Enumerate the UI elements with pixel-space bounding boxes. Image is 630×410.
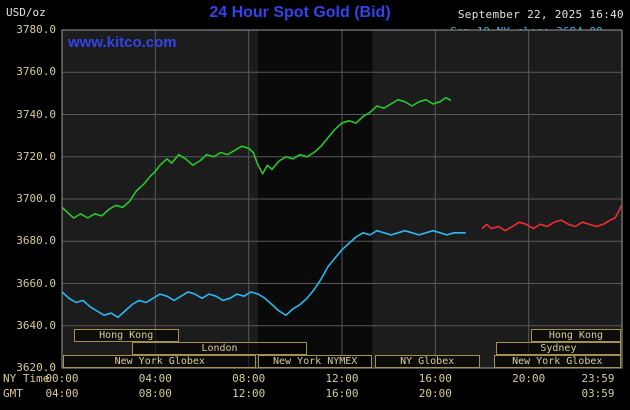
gmt-axis-label: GMT [3,387,23,400]
x-tick-label-gmt: 16:00 [325,387,359,400]
y-tick-label: 3720.0 [16,149,56,163]
y-tick-label: 3660.0 [16,276,56,290]
units-label: USD/oz [6,6,46,19]
y-tick-label: 3680.0 [16,234,56,248]
y-tick-label: 3620.0 [16,361,56,374]
session-box: London [132,342,307,355]
x-tick-label-ny: 04:00 [138,372,172,385]
x-tick-label-gmt: 04:00 [45,387,79,400]
x-tick-label-ny: 00:00 [45,372,79,385]
price-line-series-0 [61,229,466,319]
x-tick-label-gmt: 03:59 [581,387,615,400]
x-tick-label-ny: 12:00 [325,372,359,385]
plot-border [61,29,623,369]
x-tick-label-ny: 08:00 [232,372,266,385]
x-tick-label-ny: 20:00 [512,372,546,385]
x-tick-label-ny: 16:00 [418,372,452,385]
datetime-label: September 22, 2025 16:40 [457,8,624,21]
price-line-series-2 [61,96,452,219]
y-tick-label: 3640.0 [16,318,56,332]
x-tick-label-ny: 23:59 [581,372,615,385]
session-box: Hong Kong [531,329,621,342]
y-tick-label: 3760.0 [16,65,56,79]
session-box: Sydney [496,342,621,355]
x-tick-label-gmt: 12:00 [232,387,266,400]
chart-title: 24 Hour Spot Gold (Bid) [209,4,391,21]
x-tick-label-gmt: 08:00 [138,387,172,400]
y-tick-label: 3780.0 [16,23,56,36]
x-tick-label-gmt: 20:00 [418,387,452,400]
y-tick-label: 3700.0 [16,192,56,205]
y-tick-label: 3740.0 [16,107,56,121]
session-box: New York NYMEX [258,355,373,368]
kitco-website-link[interactable]: www.kitco.com [68,34,177,51]
price-line-series-1 [481,204,623,232]
session-box: New York Globex [63,355,257,368]
ny-time-axis-label: NY Time [3,372,50,385]
session-box: Hong Kong [73,329,179,342]
session-box: NY Globex [374,355,480,368]
session-box: New York Globex [493,355,621,368]
